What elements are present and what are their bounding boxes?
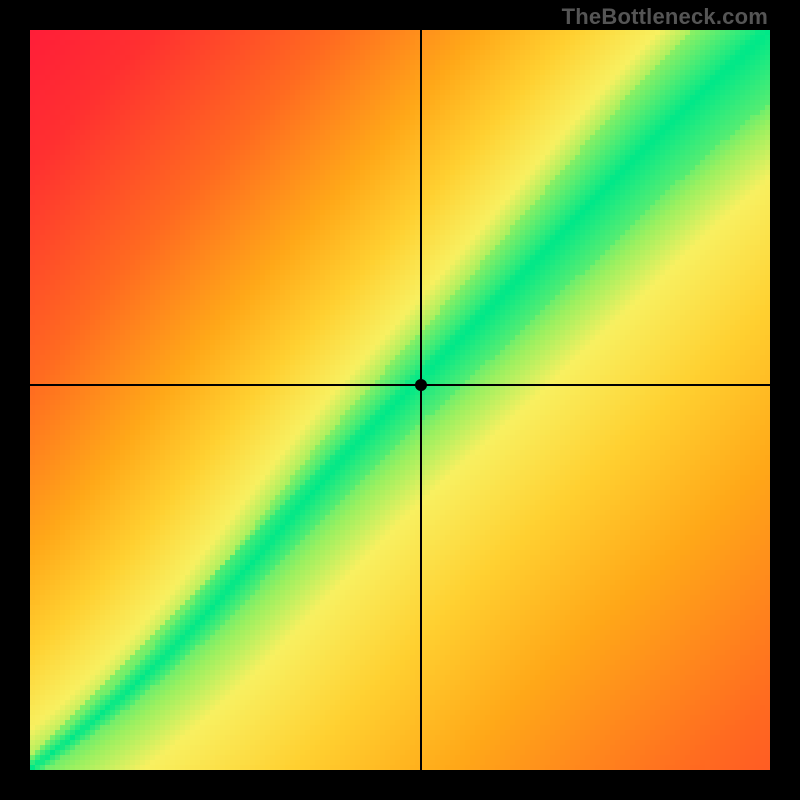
crosshair-horizontal (30, 384, 770, 386)
crosshair-vertical (420, 30, 422, 770)
marker-dot (415, 379, 427, 391)
heatmap-canvas (30, 30, 770, 770)
watermark-text: TheBottleneck.com (562, 4, 768, 30)
chart-container: TheBottleneck.com (0, 0, 800, 800)
